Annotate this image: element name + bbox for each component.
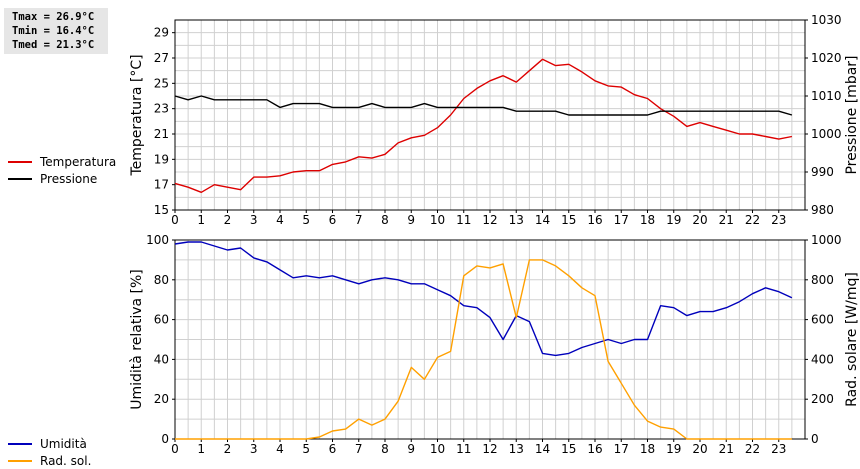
x-tick-label: 11 — [456, 213, 471, 227]
y-left-tick-label: 80 — [154, 273, 169, 287]
x-tick-label: 22 — [745, 442, 760, 456]
x-tick-label: 16 — [587, 213, 602, 227]
x-tick-label: 18 — [640, 213, 655, 227]
y-right-tick-label: 0 — [811, 432, 819, 446]
x-tick-label: 7 — [355, 442, 363, 456]
y-left-axis-title: Umidità relativa [%] — [129, 269, 145, 410]
x-tick-label: 1 — [197, 442, 205, 456]
y-left-tick-label: 27 — [154, 51, 169, 65]
legend-item-umidita: Umidità — [8, 435, 91, 452]
y-right-tick-label: 600 — [811, 313, 834, 327]
legend-item-pressione: Pressione — [8, 170, 116, 187]
x-tick-label: 10 — [430, 442, 445, 456]
x-tick-label: 17 — [614, 213, 629, 227]
stats-tmin: Tmin = 16.4°C — [12, 25, 95, 37]
y-right-tick-label: 1010 — [811, 89, 842, 103]
x-tick-label: 16 — [587, 442, 602, 456]
x-tick-label: 12 — [482, 442, 497, 456]
x-tick-label: 0 — [171, 442, 179, 456]
x-tick-label: 3 — [250, 213, 258, 227]
x-tick-label: 20 — [692, 213, 707, 227]
x-tick-label: 8 — [381, 442, 389, 456]
x-tick-label: 4 — [276, 442, 284, 456]
y-left-tick-label: 0 — [161, 432, 169, 446]
x-tick-label: 15 — [561, 442, 576, 456]
x-tick-label: 14 — [535, 442, 550, 456]
x-tick-label: 4 — [276, 213, 284, 227]
y-right-tick-label: 400 — [811, 352, 834, 366]
x-tick-label: 2 — [224, 213, 232, 227]
x-tick-label: 11 — [456, 442, 471, 456]
series-line-pressione — [174, 95, 793, 116]
y-right-tick-label: 1030 — [811, 13, 842, 27]
x-tick-label: 5 — [302, 213, 310, 227]
x-tick-label: 10 — [430, 213, 445, 227]
series-line-temperatura — [174, 58, 793, 194]
x-tick-label: 14 — [535, 213, 550, 227]
y-left-tick-label: 15 — [154, 203, 169, 217]
x-tick-label: 3 — [250, 442, 258, 456]
stats-tmax: Tmax = 26.9°C — [12, 11, 95, 23]
y-right-tick-label: 1000 — [811, 127, 842, 141]
series-line-rad-sol — [175, 259, 792, 440]
y-right-axis-title: Pressione [mbar] — [844, 55, 860, 174]
x-tick-label: 6 — [329, 442, 337, 456]
y-left-tick-label: 20 — [154, 392, 169, 406]
y-right-axis-title: Rad. solare [W/mq] — [844, 272, 860, 407]
y-left-tick-label: 17 — [154, 178, 169, 192]
y-right-tick-label: 200 — [811, 392, 834, 406]
x-tick-label: 7 — [355, 213, 363, 227]
x-tick-label: 1 — [197, 213, 205, 227]
series-line-umidit — [174, 241, 793, 357]
legend-label: Pressione — [40, 171, 98, 186]
legend-swatch — [8, 442, 32, 445]
y-right-tick-label: 1020 — [811, 51, 842, 65]
y-left-tick-label: 21 — [154, 127, 169, 141]
legend-item-temperatura: Temperatura — [8, 153, 116, 170]
y-left-tick-label: 100 — [146, 233, 169, 247]
legend-swatch — [8, 160, 32, 163]
x-tick-label: 23 — [771, 442, 786, 456]
x-tick-label: 5 — [302, 442, 310, 456]
x-tick-label: 13 — [509, 213, 524, 227]
y-left-tick-label: 25 — [154, 76, 169, 90]
x-tick-label: 19 — [666, 442, 681, 456]
x-tick-label: 2 — [224, 442, 232, 456]
legend-label: Temperatura — [40, 154, 117, 169]
y-left-tick-label: 40 — [154, 352, 169, 366]
x-tick-label: 15 — [561, 213, 576, 227]
x-tick-label: 12 — [482, 213, 497, 227]
stats-box: Tmax = 26.9°C Tmin = 16.4°C Tmed = 21.3°… — [4, 8, 108, 54]
x-tick-label: 6 — [329, 213, 337, 227]
y-left-tick-label: 23 — [154, 102, 169, 116]
x-tick-label: 18 — [640, 442, 655, 456]
y-left-axis-title: Temperatura [°C] — [129, 54, 145, 176]
stats-tmed: Tmed = 21.3°C — [12, 39, 95, 51]
x-tick-label: 0 — [171, 213, 179, 227]
x-tick-label: 19 — [666, 213, 681, 227]
y-right-tick-label: 980 — [811, 203, 834, 217]
x-tick-label: 21 — [719, 213, 734, 227]
legend-swatch — [8, 177, 32, 180]
y-right-tick-label: 990 — [811, 165, 834, 179]
legend-label: Umidità — [40, 436, 87, 451]
x-tick-label: 23 — [771, 213, 786, 227]
x-tick-label: 13 — [509, 442, 524, 456]
x-tick-label: 22 — [745, 213, 760, 227]
y-right-tick-label: 1000 — [811, 233, 842, 247]
y-left-tick-label: 60 — [154, 313, 169, 327]
y-left-tick-label: 29 — [154, 26, 169, 40]
y-left-tick-label: 19 — [154, 152, 169, 166]
legend-top: Temperatura Pressione — [8, 153, 116, 187]
y-right-tick-label: 800 — [811, 273, 834, 287]
x-tick-label: 9 — [407, 213, 415, 227]
x-tick-label: 17 — [614, 442, 629, 456]
x-tick-label: 21 — [719, 442, 734, 456]
x-tick-label: 20 — [692, 442, 707, 456]
x-tick-label: 8 — [381, 213, 389, 227]
x-tick-label: 9 — [407, 442, 415, 456]
